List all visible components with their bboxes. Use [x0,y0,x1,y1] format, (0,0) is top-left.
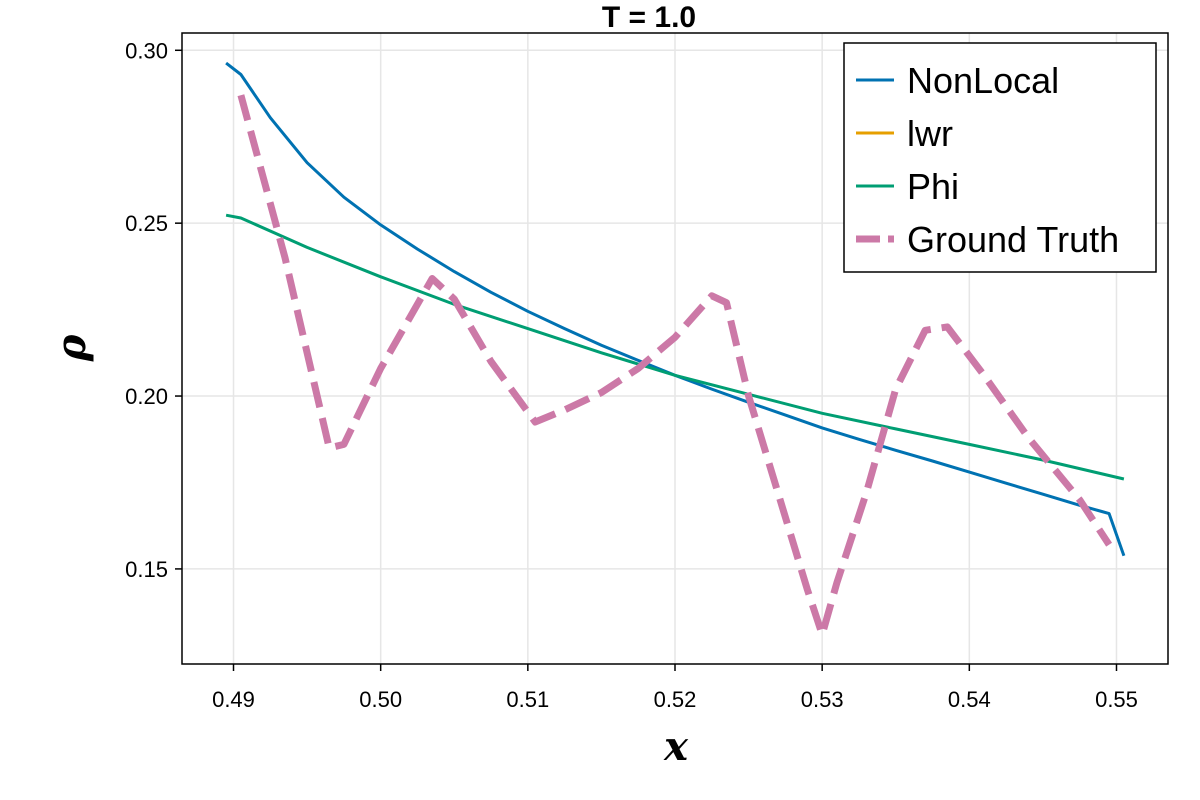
legend-label-lwr: lwr [907,113,953,154]
x-axis-ticks: 0.49 0.50 0.51 0.52 0.53 0.54 0.55 [212,664,1138,712]
x-tick-label: 0.49 [212,687,255,712]
x-tick-label: 0.52 [654,687,697,712]
chart-title: T = 1.0 [602,1,696,34]
series-lines [225,61,1126,639]
series-line-ground-truth [237,94,1113,639]
x-tick-label: 0.51 [506,687,549,712]
y-tick-label: 0.30 [125,38,168,63]
x-tick-label: 0.55 [1095,687,1138,712]
x-axis-label: x [663,723,689,770]
y-axis-label: ρ [48,334,95,362]
legend-box [843,42,1157,273]
x-tick-label: 0.53 [801,687,844,712]
series-line-nonlocal [225,61,1126,557]
legend: NonLocal lwr Phi Ground Truth [843,42,1157,273]
legend-label-ground-truth: Ground Truth [907,219,1119,260]
y-tick-label: 0.25 [125,211,168,236]
x-tick-label: 0.50 [359,687,402,712]
y-axis-ticks: 0.15 0.20 0.25 0.30 [125,38,182,582]
x-tick-label: 0.54 [948,687,991,712]
y-tick-label: 0.15 [125,557,168,582]
legend-label-nonlocal: NonLocal [907,60,1059,101]
legend-label-phi: Phi [907,166,959,207]
y-tick-label: 0.20 [125,384,168,409]
